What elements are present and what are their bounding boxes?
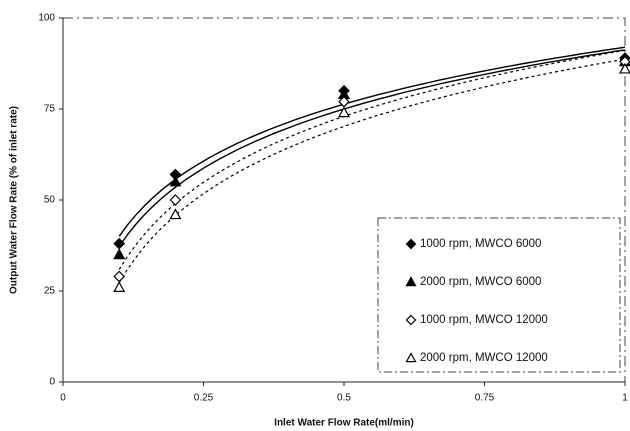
x-tick-label: 0 — [60, 393, 66, 404]
legend-label: 1000 rpm, MWCO 6000 — [420, 238, 541, 250]
marker — [113, 270, 126, 283]
y-tick-label: 50 — [44, 195, 56, 206]
trendline — [118, 49, 626, 270]
legend-marker — [405, 276, 417, 287]
legend-label: 1000 rpm, MWCO 12000 — [420, 314, 548, 326]
x-tick-label: 0.5 — [337, 393, 351, 404]
y-tick-label: 25 — [44, 286, 56, 297]
legend-marker — [405, 352, 417, 363]
legend-label: 2000 rpm, MWCO 12000 — [420, 352, 548, 364]
legend-marker — [405, 314, 417, 326]
y-tick-label: 75 — [44, 104, 56, 115]
marker — [169, 208, 182, 220]
trendline — [118, 46, 626, 237]
marker — [113, 237, 126, 250]
marker — [169, 175, 182, 187]
marker — [113, 281, 126, 292]
marker — [169, 194, 182, 206]
marker — [337, 106, 351, 118]
x-tick-label: 0.25 — [194, 393, 214, 404]
legend-box — [377, 217, 621, 373]
trendline — [118, 49, 626, 247]
marker — [618, 62, 630, 74]
legend: 1000 rpm, MWCO 6000 2000 rpm, MWCO 6000 10… — [377, 217, 621, 373]
x-axis-title: Inlet Water Flow Rate(ml/min) — [274, 418, 414, 429]
x-tick-label: 1 — [622, 393, 628, 404]
marker — [113, 248, 126, 260]
y-axis-title: Output Water Flow Rate (% of inlet rate) — [9, 106, 20, 294]
y-tick-label: 0 — [49, 377, 55, 388]
legend-label: 2000 rpm, MWCO 6000 — [420, 276, 541, 288]
x-tick-label: 0.75 — [475, 393, 495, 404]
legend-marker — [405, 238, 417, 250]
y-tick-label: 100 — [38, 13, 55, 24]
